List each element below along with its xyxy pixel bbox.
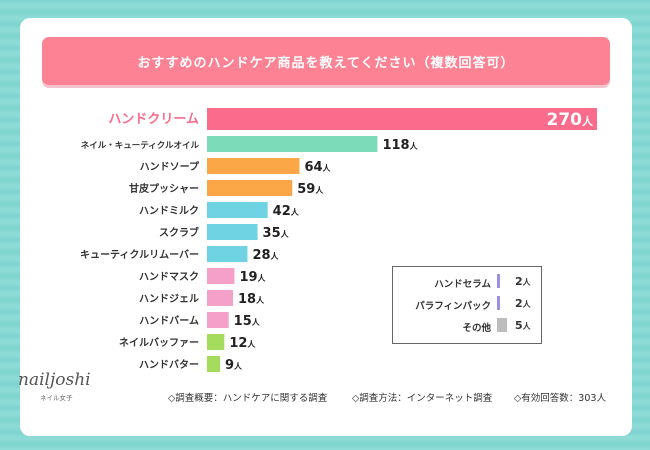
- category-label: キューティクルリムーバー: [80, 249, 199, 261]
- legend-bar: [497, 318, 507, 332]
- bar: [207, 334, 225, 350]
- value-label: 35人: [263, 226, 290, 241]
- legend-value: 2人: [515, 297, 531, 310]
- chart-title: おすすめのハンドケア商品を教えてください（複数回答可）: [42, 37, 610, 85]
- category-label: ハンドバーム: [139, 315, 199, 327]
- bar: [207, 108, 597, 130]
- bar: [207, 202, 268, 218]
- value-label: 9人: [225, 358, 243, 373]
- bar: [207, 246, 248, 262]
- logo-subtitle: ネイル女子: [40, 394, 73, 402]
- card: おすすめのハンドケア商品を教えてください（複数回答可）: [20, 18, 632, 436]
- footer-responses: ◇有効回答数：303人: [514, 393, 606, 404]
- category-label: ネイルバッファー: [119, 337, 199, 349]
- bar: [207, 290, 233, 306]
- legend-row: その他 5人: [393, 317, 543, 335]
- category-label: スクラブ: [159, 226, 199, 239]
- value-label: 270人: [547, 110, 595, 130]
- value-label: 15人: [234, 314, 261, 329]
- footer-overview: ◇調査概要：ハンドケアに関する調査: [168, 393, 328, 404]
- category-label: ハンドクリーム: [108, 112, 199, 127]
- bar: [207, 312, 229, 328]
- legend-bar: [497, 274, 500, 288]
- category-label: ハンドソープ: [140, 160, 200, 173]
- legend-name: その他: [462, 323, 491, 334]
- value-label: 28人: [252, 248, 279, 263]
- other-items-box: ハンドセラム 2人 パラフィンパック 2人 その他 5人: [392, 266, 542, 344]
- bar: [207, 136, 378, 152]
- category-label: ネイル・キューティクルオイル: [81, 140, 200, 151]
- bar: [207, 158, 300, 174]
- bar: [207, 356, 220, 372]
- legend-row: ハンドセラム 2人: [393, 273, 543, 291]
- value-label: 118人: [382, 138, 418, 153]
- category-label: ハンドジェル: [139, 293, 199, 305]
- legend-value: 2人: [515, 275, 531, 288]
- legend-name: ハンドセラム: [434, 279, 491, 290]
- legend-bar: [497, 296, 500, 310]
- legend-value: 5人: [515, 319, 531, 332]
- value-label: 12人: [229, 336, 256, 351]
- legend-row: パラフィンパック 2人: [393, 295, 543, 313]
- value-label: 42人: [273, 204, 300, 219]
- bar: [207, 268, 235, 284]
- category-label: 甘皮プッシャー: [129, 182, 199, 195]
- category-label: ハンドミルク: [139, 205, 199, 217]
- value-label: 59人: [297, 182, 324, 197]
- bar: [207, 224, 258, 240]
- value-label: 18人: [238, 292, 265, 307]
- category-label: ハンドバター: [139, 359, 199, 371]
- category-label: ハンドマスク: [139, 271, 199, 283]
- value-label: 19人: [239, 270, 266, 285]
- legend-name: パラフィンパック: [415, 301, 491, 312]
- footer-method: ◇調査方法：インターネット調査: [352, 393, 493, 404]
- bar: [207, 180, 293, 196]
- value-label: 64人: [304, 160, 331, 175]
- nailjoshi-logo: nailjoshi: [18, 370, 91, 390]
